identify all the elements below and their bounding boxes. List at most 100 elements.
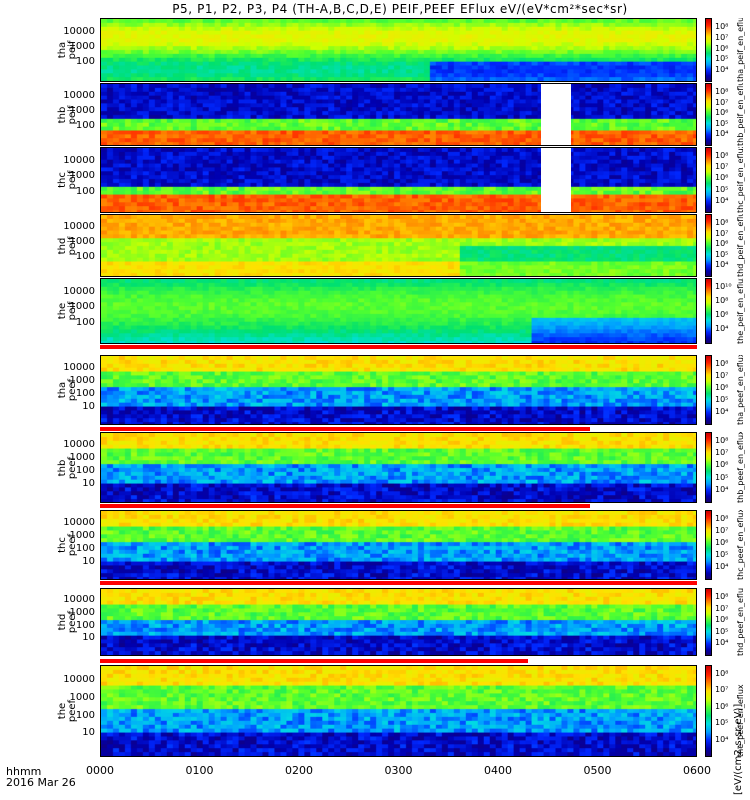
y-tick-label: 10000 (63, 25, 95, 37)
y-tick-label: 1000 (69, 40, 95, 52)
spectrogram-panel (100, 83, 697, 146)
colorbar (705, 214, 712, 277)
colorbar (705, 83, 712, 146)
colorbar-title: tha_peif_en_eflux (736, 18, 745, 82)
colorbar-tick-label: 10⁷ (715, 448, 729, 458)
y-tick-label: 10 (82, 555, 95, 567)
y-tick-label: 10000 (63, 516, 95, 528)
colorbar-tick-label: 10⁸ (715, 359, 729, 368)
colorbar-tick-label: 10⁸ (715, 514, 729, 523)
y-tick-label: 100 (75, 387, 95, 399)
data-gap (541, 148, 571, 212)
spectrogram-panel (100, 18, 697, 82)
y-tick-label: 1000 (69, 105, 95, 117)
x-tick-label: 0300 (384, 764, 413, 777)
y-tick-label: 1000 (69, 170, 95, 182)
spectrogram-panel (100, 588, 697, 656)
x-tick-label: 0000 (86, 764, 114, 777)
spectrogram-image (101, 215, 696, 276)
colorbar-tick-label: 10⁸ (715, 592, 729, 601)
colorbar (705, 665, 712, 757)
colorbar (705, 510, 712, 580)
colorbar-title: thd_peef_en_eflux (736, 588, 745, 656)
chart-title: P5, P1, P2, P3, P4 (TH-A,B,C,D,E) PEIF,P… (172, 2, 628, 16)
colorbar-tick-label: 10⁷ (715, 228, 729, 238)
spectrogram-panel (100, 278, 697, 344)
colorbar-tick-label: 10⁶ (715, 538, 729, 547)
y-tick-label: 10 (82, 478, 95, 490)
x-tick-label: 0500 (583, 764, 612, 777)
colorbar-title: thc_peif_en_eflux (736, 147, 745, 213)
y-tick-label: 10 (82, 632, 95, 644)
colorbar-tick-label: 10⁸ (715, 436, 729, 445)
y-tick-label: 10 (82, 400, 95, 412)
y-tick-label: 1000 (69, 301, 95, 313)
x-tick-label: 0200 (285, 764, 313, 777)
spectrogram-panel (100, 432, 697, 503)
x-axis-date: 2016 Mar 26 (6, 776, 76, 789)
x-axis-label: hhmm (6, 765, 42, 778)
spectrogram-image (101, 84, 696, 145)
spectrogram-panel (100, 147, 697, 213)
colorbar-tick-label: 10⁴ (715, 734, 729, 744)
colorbar-tick-label: 10⁶ (715, 310, 729, 319)
colorbar (705, 432, 712, 503)
colorbar-title: tha_peef_en_eflux (736, 355, 745, 425)
colorbar-tick-label: 10⁶ (715, 43, 729, 53)
spectrogram-image (101, 666, 696, 756)
colorbar (705, 18, 712, 82)
colorbar-tick-label: 10⁶ (715, 615, 729, 625)
colorbar-tick-label: 10⁴ (715, 484, 729, 494)
y-tick-label: 10 (82, 727, 95, 739)
colorbar-tick-label: 10⁴ (715, 260, 729, 270)
colorbar-tick-label: 10¹⁰ (715, 282, 732, 291)
colorbar-tick-label: 10⁵ (715, 54, 729, 64)
y-tick-label: 10000 (63, 221, 95, 233)
y-tick-label: 100 (75, 185, 95, 197)
colorbar-tick-label: 10⁸ (715, 87, 729, 96)
y-tick-label: 100 (75, 465, 95, 477)
mode-flag-bar (100, 345, 697, 349)
spectrogram-image (101, 433, 696, 502)
colorbar-units: [eV/(cm2-s-sr-eV)] (733, 703, 744, 795)
spectrogram-image (101, 148, 696, 212)
colorbar-tick-label: 10⁸ (715, 296, 729, 305)
colorbar-tick-label: 10⁸ (715, 669, 729, 678)
y-tick-label: 1000 (69, 691, 95, 703)
y-tick-label: 10000 (63, 673, 95, 685)
x-tick-label: 0400 (484, 764, 512, 777)
spectrogram-image (101, 511, 696, 579)
colorbar-tick-label: 10⁴ (715, 324, 729, 333)
mode-flag-bar (100, 504, 590, 508)
colorbar (705, 147, 712, 213)
y-tick-label: 100 (75, 542, 95, 554)
spectrogram-image (101, 589, 696, 655)
colorbar-tick-label: 10⁶ (715, 383, 729, 392)
colorbar-tick-label: 10⁵ (715, 718, 729, 728)
colorbar-title: thb_peif_en_eflux (736, 83, 745, 146)
y-tick-label: 100 (75, 250, 95, 262)
spectrogram-panel (100, 355, 697, 425)
colorbar-tick-label: 10⁷ (715, 685, 729, 695)
colorbar (705, 355, 712, 425)
y-tick-label: 10000 (63, 594, 95, 606)
colorbar-title: thc_peef_en_eflux (736, 510, 745, 580)
mode-flag-bar (100, 581, 697, 585)
colorbar-tick-label: 10⁴ (715, 129, 729, 139)
colorbar-tick-label: 10⁸ (715, 151, 729, 160)
spectrogram-panel (100, 510, 697, 580)
colorbar-tick-label: 10⁴ (715, 407, 729, 416)
colorbar-tick-label: 10⁴ (715, 638, 729, 648)
spectrogram-image (101, 279, 696, 343)
colorbar-title: thb_peef_en_eflux (736, 432, 745, 503)
y-tick-label: 1000 (69, 451, 95, 463)
colorbar-tick-label: 10⁶ (715, 701, 729, 711)
colorbar-title: the_peif_en_eflux (736, 278, 745, 344)
colorbar-tick-label: 10⁶ (715, 108, 729, 118)
colorbar-tick-label: 10⁷ (715, 603, 729, 613)
y-tick-label: 100 (75, 55, 95, 67)
colorbar-tick-label: 10⁵ (715, 249, 729, 259)
colorbar-tick-label: 10⁷ (715, 371, 729, 380)
y-tick-label: 10000 (63, 438, 95, 450)
